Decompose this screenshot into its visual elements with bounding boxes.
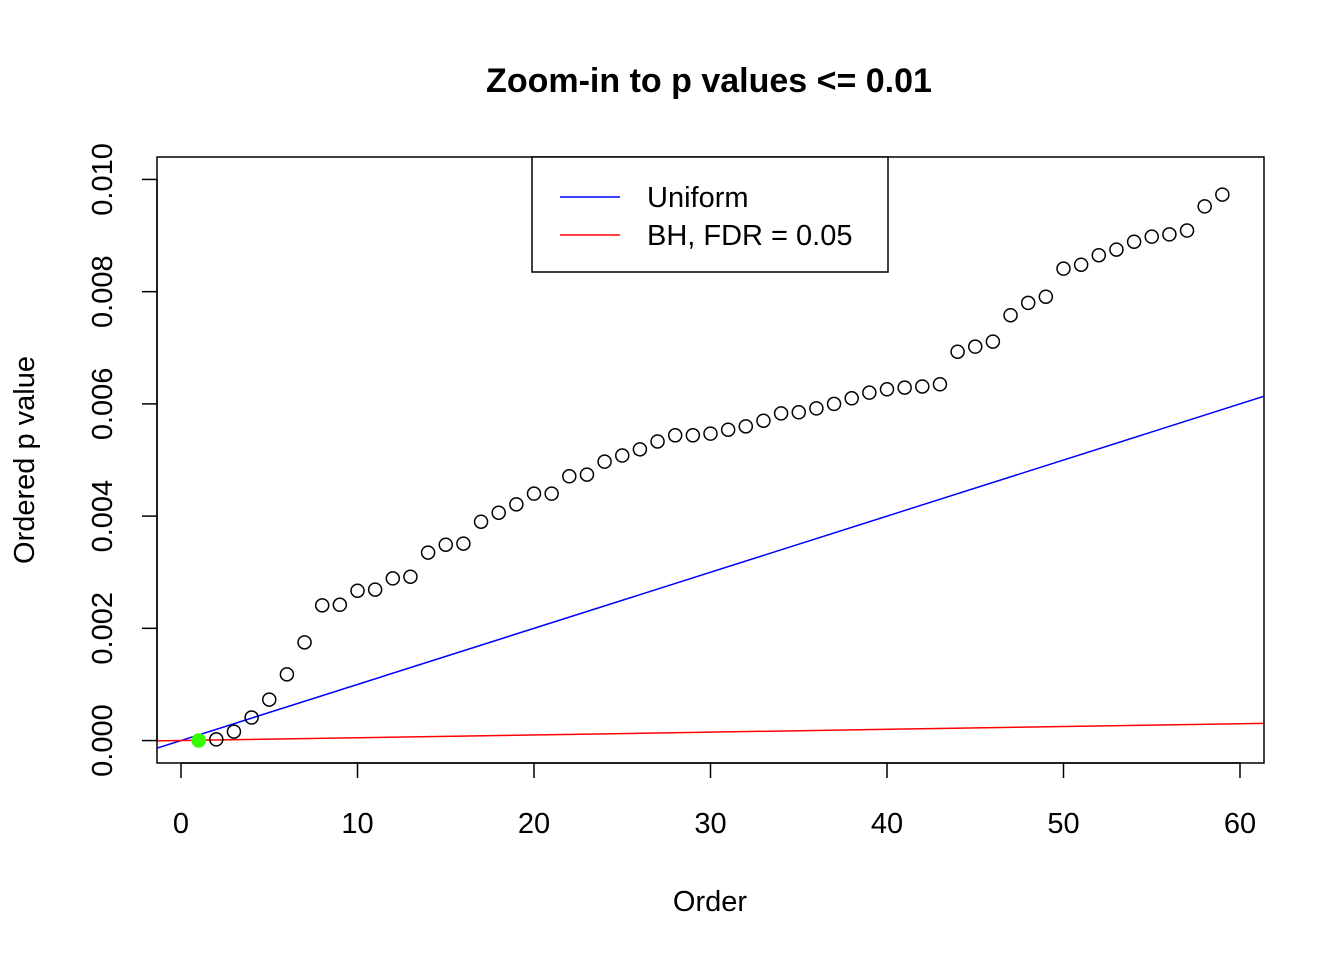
x-tick-label: 30: [694, 808, 726, 840]
data-point: [844, 391, 859, 406]
data-point: [491, 505, 506, 520]
data-point: [703, 426, 718, 441]
x-tick-label: 60: [1224, 808, 1256, 840]
x-tick-label: 50: [1047, 808, 1079, 840]
data-point: [826, 396, 842, 412]
data-point: [579, 467, 595, 482]
data-point: [1020, 295, 1036, 311]
data-point: [967, 339, 983, 354]
uniform-line: [157, 395, 1264, 749]
legend-box: [531, 156, 889, 273]
data-point: [1056, 261, 1071, 276]
highlighted-point: [191, 733, 206, 748]
data-point: [279, 667, 295, 682]
data-point: [562, 469, 577, 484]
data-point: [667, 428, 683, 443]
data-point: [244, 710, 259, 725]
data-point: [297, 635, 312, 650]
y-tick-label: 0.010: [87, 143, 119, 216]
legend-label-uniform: Uniform: [647, 182, 749, 214]
data-point: [597, 454, 612, 469]
data-point: [1003, 307, 1018, 323]
data-point: [1144, 229, 1159, 244]
data-point: [456, 536, 471, 551]
data-point: [226, 724, 242, 739]
data-point: [720, 422, 736, 437]
data-point: [756, 413, 771, 428]
y-tick-label: 0.006: [87, 368, 119, 441]
data-point: [932, 377, 948, 392]
data-point: [438, 537, 454, 552]
data-point: [879, 382, 895, 397]
data-point: [1109, 242, 1124, 257]
data-point: [1197, 199, 1212, 214]
data-point: [650, 434, 665, 449]
y-tick-label: 0.000: [87, 704, 119, 777]
data-point: [403, 569, 418, 584]
chart-title: Zoom-in to p values <= 0.01: [486, 62, 932, 100]
data-point: [314, 598, 330, 613]
y-tick-label: 0.008: [87, 255, 119, 328]
y-axis-label: Ordered p value: [9, 356, 41, 564]
x-axis-label: Order: [673, 886, 747, 918]
data-point: [262, 692, 277, 707]
data-point: [685, 428, 701, 443]
data-point: [897, 380, 912, 395]
legend-label-bh: BH, FDR = 0.05: [647, 220, 853, 252]
x-tick-label: 0: [173, 808, 189, 840]
data-point: [791, 405, 806, 420]
data-point: [773, 406, 789, 421]
x-tick-label: 10: [341, 808, 373, 840]
data-point: [738, 419, 754, 434]
data-point: [615, 448, 630, 463]
data-point: [915, 379, 930, 394]
data-point: [809, 401, 824, 416]
data-point: [1126, 234, 1142, 249]
data-point: [950, 344, 965, 359]
data-point: [862, 385, 877, 400]
x-tick-label: 20: [518, 808, 550, 840]
data-point: [526, 486, 542, 501]
data-point: [420, 545, 436, 560]
x-tick-label: 40: [871, 808, 903, 840]
y-tick-label: 0.004: [87, 480, 119, 553]
y-tick-label: 0.002: [87, 592, 119, 665]
data-point: [632, 442, 648, 457]
data-point: [367, 582, 383, 597]
data-point: [209, 732, 224, 747]
data-point: [1215, 187, 1230, 202]
data-point: [1038, 289, 1054, 304]
data-point: [385, 571, 401, 586]
data-point: [473, 514, 489, 529]
data-point: [332, 597, 348, 613]
data-point: [1162, 227, 1177, 242]
data-point: [1073, 257, 1089, 272]
legend: Uniform BH, FDR = 0.05: [531, 156, 889, 273]
bh-line: [157, 722, 1264, 742]
data-point: [1091, 247, 1107, 263]
data-point: [350, 583, 365, 598]
data-point: [509, 497, 524, 512]
data-point: [985, 334, 1001, 349]
data-point: [544, 486, 559, 501]
data-point: [1179, 223, 1195, 238]
